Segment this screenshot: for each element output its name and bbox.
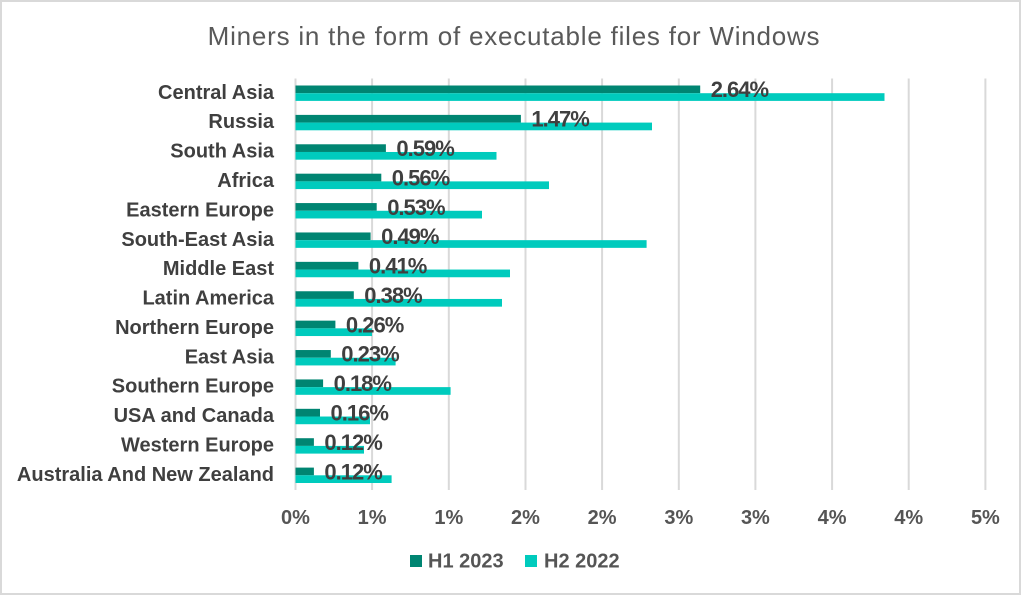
svg-text:2%: 2% <box>511 507 540 529</box>
svg-text:Middle East: Middle East <box>163 258 274 280</box>
svg-text:Africa: Africa <box>217 170 275 192</box>
svg-text:4%: 4% <box>818 507 847 529</box>
svg-text:Southern Europe: Southern Europe <box>112 376 274 398</box>
svg-text:0.26%: 0.26% <box>346 312 404 337</box>
svg-text:Australia And New Zealand: Australia And New Zealand <box>17 464 274 486</box>
svg-text:0%: 0% <box>281 507 310 529</box>
svg-text:0.56%: 0.56% <box>392 165 450 190</box>
svg-text:0.41%: 0.41% <box>369 254 427 279</box>
svg-text:Miners in the form of executab: Miners in the form of executable files f… <box>208 21 821 51</box>
svg-text:3%: 3% <box>664 507 693 529</box>
svg-text:0.59%: 0.59% <box>396 136 454 161</box>
svg-text:5%: 5% <box>971 507 1000 529</box>
svg-text:0.12%: 0.12% <box>324 459 382 484</box>
svg-text:1%: 1% <box>434 507 463 529</box>
svg-text:Northern Europe: Northern Europe <box>115 317 274 339</box>
svg-text:Russia: Russia <box>208 111 274 133</box>
svg-text:0.18%: 0.18% <box>334 371 392 396</box>
svg-text:0.12%: 0.12% <box>324 430 382 455</box>
svg-text:H2 2022: H2 2022 <box>544 551 620 573</box>
svg-text:Western Europe: Western Europe <box>121 435 274 457</box>
svg-text:1%: 1% <box>358 507 387 529</box>
svg-text:South Asia: South Asia <box>170 141 275 163</box>
svg-text:3%: 3% <box>741 507 770 529</box>
svg-text:2.64%: 2.64% <box>711 77 769 102</box>
svg-text:1.47%: 1.47% <box>531 107 589 132</box>
svg-text:0.16%: 0.16% <box>331 401 389 426</box>
svg-text:Latin America: Latin America <box>142 288 274 310</box>
svg-text:Eastern Europe: Eastern Europe <box>126 199 274 221</box>
svg-text:East Asia: East Asia <box>185 346 275 368</box>
svg-text:South-East Asia: South-East Asia <box>121 229 274 251</box>
svg-text:4%: 4% <box>894 507 923 529</box>
svg-text:2%: 2% <box>588 507 617 529</box>
svg-text:0.23%: 0.23% <box>341 342 399 367</box>
svg-text:0.53%: 0.53% <box>387 195 445 220</box>
svg-text:USA and Canada: USA and Canada <box>114 405 275 427</box>
svg-text:0.49%: 0.49% <box>381 224 439 249</box>
svg-text:0.38%: 0.38% <box>364 283 422 308</box>
svg-text:H1 2023: H1 2023 <box>428 551 504 573</box>
svg-text:Central Asia: Central Asia <box>158 82 275 104</box>
